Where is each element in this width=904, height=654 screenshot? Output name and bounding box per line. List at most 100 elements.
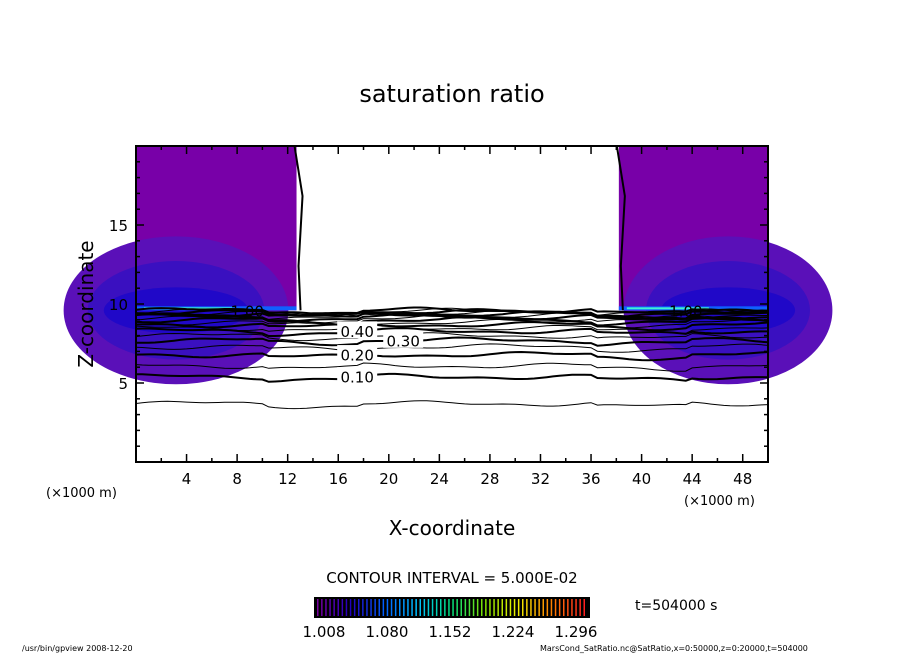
contour-line bbox=[135, 343, 769, 353]
colorbar-stripe bbox=[468, 599, 471, 616]
x-tick-label: 36 bbox=[581, 470, 600, 488]
x-tick-label: 16 bbox=[329, 470, 348, 488]
colorbar-stripe bbox=[575, 599, 577, 616]
colorbar-stripe bbox=[345, 599, 348, 616]
colorbar-stripe bbox=[349, 599, 352, 616]
colorbar-stripe bbox=[329, 599, 331, 616]
colorbar-stripe bbox=[431, 599, 434, 616]
x-tick-label: 20 bbox=[379, 470, 398, 488]
x-tick-label: 28 bbox=[480, 470, 499, 488]
x-tick-label: 24 bbox=[430, 470, 449, 488]
contour-line bbox=[135, 306, 769, 317]
colorbar-stripe bbox=[403, 599, 405, 616]
colorbar-stripe bbox=[550, 599, 553, 616]
contour-line bbox=[135, 400, 769, 410]
contour-label-layer: 0.10 0.20 0.30 0.40 1.00 1.00 bbox=[231, 302, 703, 387]
colorbar-stripe bbox=[452, 599, 454, 616]
contour-line bbox=[135, 350, 769, 362]
colorbar-stripe bbox=[542, 599, 544, 616]
colorbar-tick-label: 1.080 bbox=[366, 623, 409, 641]
contour-line bbox=[135, 336, 769, 347]
colorbar-stripe bbox=[530, 599, 532, 616]
x-tick-label: 40 bbox=[632, 470, 651, 488]
colorbar-stripe bbox=[382, 599, 385, 616]
footer-left: /usr/bin/gpview 2008-12-20 bbox=[22, 644, 133, 653]
colorbar-stripe bbox=[558, 599, 561, 616]
colorbar-stripe bbox=[341, 599, 344, 616]
colorbar-stripe bbox=[370, 599, 372, 616]
x-tick-label: 48 bbox=[733, 470, 752, 488]
colorbar-stripe bbox=[448, 599, 450, 616]
colorbar-stripe bbox=[399, 599, 401, 616]
colorbar-tick-labels: 1.008 1.080 1.152 1.224 1.296 bbox=[303, 623, 598, 641]
contour-label: 1.00 bbox=[231, 302, 264, 320]
x-unit-label-right: (×1000 m) bbox=[684, 494, 755, 509]
contour-line bbox=[135, 372, 769, 383]
colorbar-stripe bbox=[394, 599, 397, 616]
contour-line bbox=[135, 311, 768, 321]
colorbar-stripe bbox=[411, 599, 413, 616]
y-axis-label: Z-coordinate bbox=[74, 240, 98, 367]
supersaturated-region bbox=[63, 145, 304, 385]
region-band bbox=[626, 307, 709, 310]
chart-title: saturation ratio bbox=[359, 80, 544, 108]
colorbar-stripe bbox=[333, 599, 335, 616]
colorbar-stripe bbox=[460, 599, 462, 616]
contour-line-1.00 bbox=[615, 145, 626, 311]
colorbar-stripe bbox=[366, 599, 368, 616]
time-label: t=504000 s bbox=[635, 598, 717, 614]
colorbar-stripe bbox=[517, 599, 520, 616]
colorbar-stripe bbox=[534, 599, 536, 616]
colorbar-stripe bbox=[554, 599, 557, 616]
colorbar-stripe bbox=[423, 599, 426, 616]
colorbar-stripe bbox=[497, 599, 499, 616]
colorbar-stripe bbox=[358, 599, 360, 616]
colorbar-stripe bbox=[526, 599, 528, 616]
colorbar-stripe bbox=[337, 599, 339, 616]
contour-interval-label: CONTOUR INTERVAL = 5.000E-02 bbox=[326, 569, 577, 587]
colorbar-stripe bbox=[509, 599, 512, 616]
colorbar-stripe bbox=[505, 599, 508, 616]
colorbar-stripe bbox=[513, 599, 516, 616]
colorbar-stripe bbox=[501, 599, 503, 616]
colorbar-tick-label: 1.008 bbox=[303, 623, 346, 641]
y-tick-label: 10 bbox=[109, 296, 128, 314]
colorbar-stripe bbox=[427, 599, 430, 616]
x-tick-label: 44 bbox=[683, 470, 702, 488]
contour-line-1.00 bbox=[293, 145, 304, 311]
colorbar-stripe bbox=[522, 599, 524, 616]
colorbar-stripe bbox=[493, 599, 495, 616]
colorbar-tick-label: 1.152 bbox=[429, 623, 472, 641]
colorbar-stripe bbox=[353, 599, 356, 616]
contour-label: 0.10 bbox=[340, 369, 373, 387]
colorbar-stripe bbox=[567, 599, 569, 616]
colorbar-tick-label: 1.224 bbox=[492, 623, 535, 641]
contour-line bbox=[135, 321, 769, 332]
colorbar-stripe bbox=[456, 599, 458, 616]
y-tick-label: 15 bbox=[109, 217, 128, 235]
x-unit-label-left: (×1000 m) bbox=[46, 486, 117, 501]
colorbar-stripe bbox=[571, 599, 573, 616]
colorbar-frame bbox=[314, 597, 590, 618]
x-axis-label: X-coordinate bbox=[389, 516, 516, 540]
colorbar-stripe bbox=[390, 599, 393, 616]
colorbar-stripe bbox=[563, 599, 565, 616]
contour-label: 0.30 bbox=[386, 332, 419, 350]
colorbar-stripe bbox=[583, 599, 585, 616]
colorbar-stripe bbox=[489, 599, 491, 616]
colorbar-stripe bbox=[444, 599, 446, 616]
x-tick-label: 8 bbox=[232, 470, 242, 488]
contour-label-bg bbox=[337, 367, 378, 385]
colorbar-stripe bbox=[546, 599, 549, 616]
fill-layer bbox=[63, 145, 833, 385]
contour-label-bg bbox=[337, 321, 378, 339]
colorbar-stripe bbox=[321, 599, 323, 616]
x-tick-label: 12 bbox=[278, 470, 297, 488]
contour-layer bbox=[135, 306, 769, 410]
colorbar-stripe bbox=[472, 599, 475, 616]
colorbar-stripe bbox=[362, 599, 364, 616]
x-tick-label: 4 bbox=[182, 470, 192, 488]
contour-line bbox=[135, 319, 769, 329]
colorbar-stripe bbox=[476, 599, 479, 616]
